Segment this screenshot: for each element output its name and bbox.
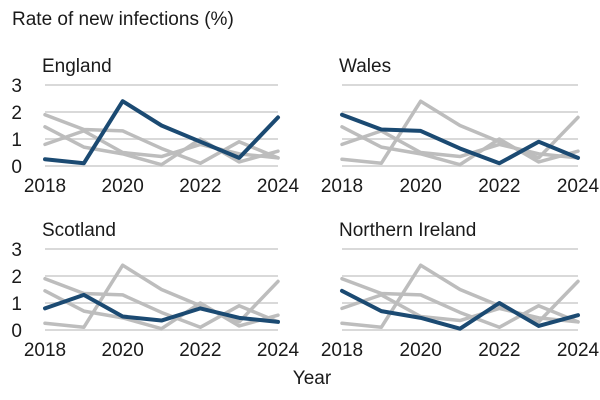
x-tick-label: 2022 bbox=[179, 176, 221, 197]
series-line-northern-ireland bbox=[340, 288, 580, 331]
panel-wales: Wales 2018 2020 2022 2024 bbox=[321, 56, 600, 197]
context-line-scotland bbox=[43, 129, 280, 160]
context-line-scotland bbox=[340, 293, 580, 324]
x-tick-label: 2024 bbox=[257, 340, 300, 361]
y-tick-label: 3 bbox=[11, 76, 22, 97]
x-tick-label: 2020 bbox=[400, 340, 442, 361]
series-line-scotland bbox=[43, 292, 280, 324]
x-tick-label: 2024 bbox=[557, 176, 600, 197]
x-tick-label: 2024 bbox=[257, 176, 300, 197]
panel-title: Wales bbox=[339, 56, 391, 77]
y-tick-label: 1 bbox=[11, 294, 22, 315]
panel-northern-ireland: Northern Ireland 2018 2020 2022 2024 bbox=[321, 220, 600, 361]
x-tick-label: 2022 bbox=[179, 340, 221, 361]
y-axis-label: Rate of new infections (%) bbox=[12, 9, 234, 30]
x-tick-label: 2018 bbox=[24, 176, 66, 197]
y-tick-label: 0 bbox=[11, 157, 22, 178]
panel-title: Northern Ireland bbox=[339, 220, 476, 241]
context-line-northern-ireland bbox=[43, 125, 280, 167]
x-tick-label: 2022 bbox=[478, 176, 520, 197]
x-tick-label: 2018 bbox=[321, 340, 363, 361]
x-axis-label: Year bbox=[293, 368, 332, 389]
x-tick-label: 2024 bbox=[557, 340, 600, 361]
x-tick-label: 2018 bbox=[24, 340, 66, 361]
x-tick-label: 2022 bbox=[478, 340, 520, 361]
context-line-northern-ireland bbox=[43, 289, 280, 331]
y-tick-label: 1 bbox=[11, 130, 22, 151]
y-tick-label: 2 bbox=[11, 267, 22, 288]
y-tick-label: 2 bbox=[11, 103, 22, 124]
panel-scotland: Scotland 0 1 2 3 2018 2020 2022 2024 bbox=[11, 220, 299, 361]
y-tick-label: 3 bbox=[11, 240, 22, 261]
series-line-england bbox=[43, 99, 280, 166]
context-line-england bbox=[340, 99, 580, 166]
context-line-northern-ireland bbox=[340, 125, 580, 167]
context-line-england bbox=[340, 263, 580, 330]
series-line-wales bbox=[340, 112, 580, 166]
x-tick-label: 2020 bbox=[400, 176, 442, 197]
x-tick-label: 2020 bbox=[102, 176, 144, 197]
y-tick-label: 0 bbox=[11, 321, 22, 342]
panel-title: Scotland bbox=[42, 220, 116, 241]
panel-title: England bbox=[42, 56, 112, 77]
context-line-england bbox=[43, 263, 280, 330]
panel-england: England 0 1 2 3 2018 2020 2022 2024 bbox=[11, 56, 299, 197]
x-tick-label: 2018 bbox=[321, 176, 363, 197]
x-tick-label: 2020 bbox=[102, 340, 144, 361]
